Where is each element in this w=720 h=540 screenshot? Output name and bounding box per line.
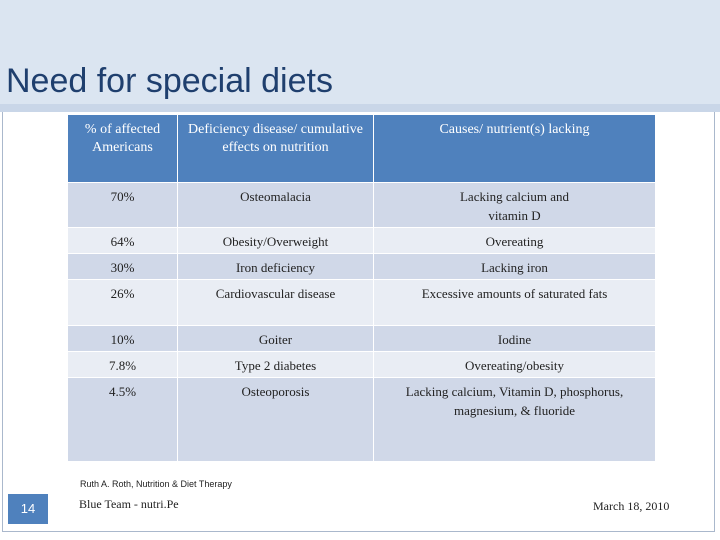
cell-cause: Lacking iron (373, 253, 656, 280)
cell-percent: 10% (67, 325, 178, 352)
slide-title: Need for special diets (6, 62, 333, 100)
table-header-row: % of affected Americans Deficiency disea… (67, 114, 656, 183)
table-row: 4.5% Osteoporosis Lacking calcium, Vitam… (67, 377, 656, 462)
source-citation: Ruth A. Roth, Nutrition & Diet Therapy (80, 479, 232, 489)
frame-bottom-border (2, 531, 715, 532)
frame-left-border (2, 112, 3, 532)
cell-disease: Osteomalacia (177, 182, 374, 228)
page-number: 14 (8, 494, 48, 524)
cell-percent: 30% (67, 253, 178, 280)
table-row: 30% Iron deficiency Lacking iron (67, 253, 656, 280)
cell-disease: Iron deficiency (177, 253, 374, 280)
cell-cause: Lacking calcium, Vitamin D, phosphorus, … (373, 377, 656, 462)
footer-team: Blue Team - nutri.Pe (79, 497, 179, 511)
cell-cause: Overeating/obesity (373, 351, 656, 378)
cell-cause: Excessive amounts of saturated fats (373, 279, 656, 326)
cell-cause: Iodine (373, 325, 656, 352)
cell-disease: Obesity/Overweight (177, 227, 374, 254)
cell-percent: 7.8% (67, 351, 178, 378)
header-percent-affected: % of affected Americans (67, 114, 178, 183)
table-row: 7.8% Type 2 diabetes Overeating/obesity (67, 351, 656, 378)
cell-percent: 26% (67, 279, 178, 326)
footer-date: March 18, 2010 (593, 499, 670, 513)
cell-disease: Goiter (177, 325, 374, 352)
table-row: 70% Osteomalacia Lacking calcium and vit… (67, 182, 656, 228)
header-deficiency-disease: Deficiency disease/ cumulative effects o… (177, 114, 374, 183)
cell-percent: 4.5% (67, 377, 178, 462)
cell-cause: Overeating (373, 227, 656, 254)
frame-right-border (714, 112, 715, 532)
cell-cause: Lacking calcium and vitamin D (373, 182, 656, 228)
header-causes: Causes/ nutrient(s) lacking (373, 114, 656, 183)
cell-percent: 64% (67, 227, 178, 254)
title-band-edge (0, 104, 720, 112)
diet-table: % of affected Americans Deficiency disea… (67, 114, 656, 462)
table-row: 10% Goiter Iodine (67, 325, 656, 352)
title-band (0, 0, 720, 112)
table-row: 64% Obesity/Overweight Overeating (67, 227, 656, 254)
cell-percent: 70% (67, 182, 178, 228)
cell-disease: Type 2 diabetes (177, 351, 374, 378)
table-row: 26% Cardiovascular disease Excessive amo… (67, 279, 656, 326)
cell-disease: Osteoporosis (177, 377, 374, 462)
cell-disease: Cardiovascular disease (177, 279, 374, 326)
